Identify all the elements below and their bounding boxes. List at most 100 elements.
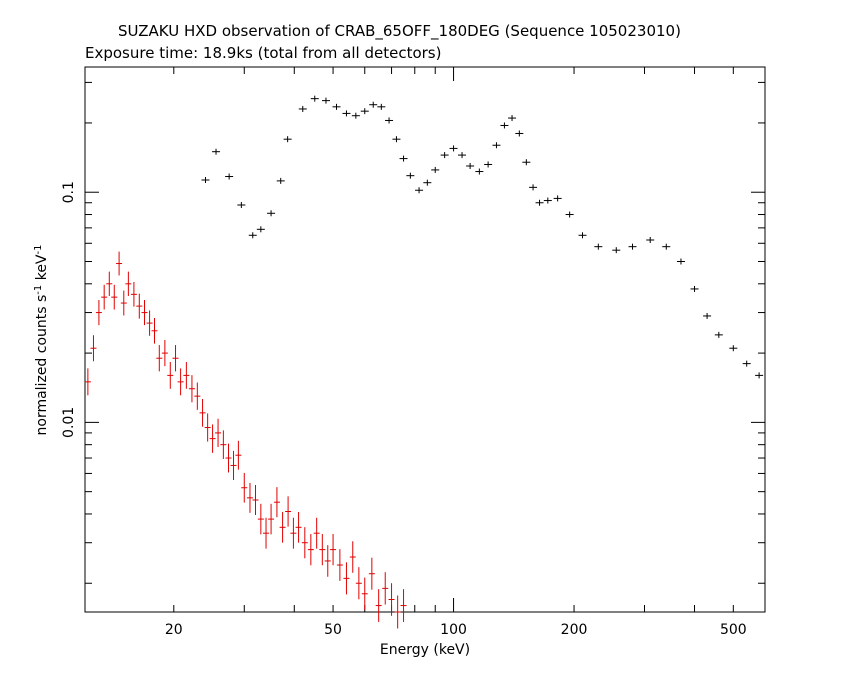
data-point: [188, 375, 195, 403]
data-point: [377, 103, 386, 110]
y-axis-label: normalized counts s-1 keV-1: [33, 245, 51, 436]
data-point: [290, 517, 297, 549]
data-point: [392, 136, 401, 143]
data-point: [257, 503, 264, 535]
data-point: [628, 243, 637, 250]
data-point: [267, 210, 276, 217]
data-point: [500, 122, 509, 129]
data-point: [106, 271, 113, 297]
data-point: [594, 243, 603, 250]
data-point: [466, 162, 475, 169]
plot-frame: [84, 66, 766, 613]
data-point: [141, 299, 148, 326]
data-point: [529, 184, 538, 191]
data-point: [136, 293, 143, 319]
data-point: [755, 372, 764, 379]
data-point: [212, 148, 221, 155]
data-point: [440, 152, 449, 159]
data-point: [361, 577, 368, 611]
data-point: [183, 362, 190, 389]
data-point: [662, 243, 671, 250]
data-point: [230, 450, 237, 480]
data-point: [101, 284, 108, 310]
data-point: [248, 232, 257, 239]
data-point: [431, 166, 440, 173]
data-point: [508, 115, 517, 122]
data-point: [515, 130, 524, 137]
data-point: [295, 511, 302, 543]
series-1: [84, 251, 407, 629]
x-axis-label: Energy (keV): [380, 642, 470, 658]
data-point: [342, 110, 351, 117]
data-point: [279, 511, 286, 543]
data-point: [301, 527, 308, 559]
data-point: [492, 142, 501, 149]
data-point: [273, 487, 280, 518]
series-0: [201, 95, 764, 379]
data-point: [237, 201, 246, 208]
data-point: [729, 345, 738, 352]
data-point: [522, 159, 531, 166]
x-tick-label: 100: [440, 622, 467, 638]
data-point: [256, 226, 265, 233]
data-point: [484, 161, 493, 168]
x-tick-label: 50: [324, 622, 342, 638]
data-point: [116, 251, 123, 276]
data-point: [646, 237, 655, 244]
data-point: [307, 533, 314, 566]
data-point: [319, 533, 326, 566]
data-point: [130, 282, 137, 307]
data-point: [360, 108, 369, 115]
data-point: [349, 541, 356, 573]
data-point: [167, 362, 174, 389]
data-point: [578, 232, 587, 239]
data-point: [676, 258, 685, 265]
data-point: [458, 152, 467, 159]
data-point: [400, 589, 407, 622]
axis-tick-labels: 20 50 100 200 500 0.01 0.1: [61, 181, 747, 638]
data-point: [714, 331, 723, 338]
data-point: [225, 173, 234, 180]
data-point: [324, 545, 331, 577]
data-point: [156, 345, 163, 372]
data-point: [204, 413, 211, 442]
data-point: [310, 95, 319, 102]
data-point: [406, 172, 415, 179]
data-point: [553, 195, 562, 202]
data-point: [336, 549, 343, 581]
data-point: [215, 418, 222, 448]
data-point: [177, 368, 184, 396]
data-point: [313, 517, 320, 549]
data-point: [321, 97, 330, 104]
data-point: [382, 572, 389, 605]
data-point: [209, 424, 216, 453]
data-point: [565, 211, 574, 218]
y-tick-label: 0.01: [61, 407, 77, 438]
data-point: [151, 317, 158, 344]
data-point: [394, 595, 401, 629]
data-point: [703, 312, 712, 319]
data-point: [120, 290, 127, 316]
chart-title: SUZAKU HXD observation of CRAB_65OFF_180…: [118, 22, 681, 40]
data-point: [449, 145, 458, 152]
data-point: [343, 562, 350, 595]
data-point: [235, 440, 242, 470]
data-point: [355, 567, 362, 600]
data-point: [423, 179, 432, 186]
data-point: [161, 339, 168, 367]
data-point: [246, 482, 253, 513]
data-point: [90, 335, 97, 362]
data-point: [385, 117, 394, 124]
data-point: [330, 533, 337, 566]
data-point: [285, 496, 292, 527]
data-point: [146, 310, 153, 336]
data-point: [268, 503, 275, 535]
data-point: [742, 360, 751, 367]
data-point: [125, 271, 132, 297]
data-point: [199, 398, 206, 427]
chart-subtitle: Exposure time: 18.9ks (total from all de…: [85, 44, 442, 62]
data-point: [276, 177, 285, 184]
data-point: [332, 103, 341, 110]
data-point: [283, 136, 292, 143]
